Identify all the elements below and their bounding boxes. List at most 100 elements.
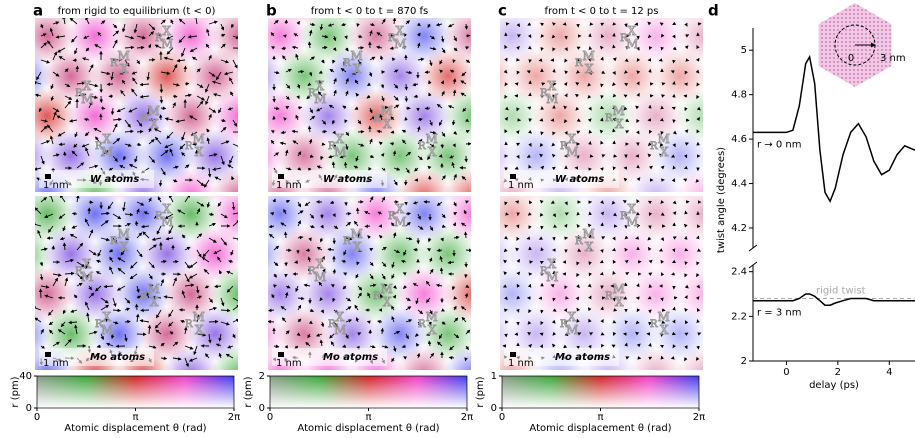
stacking-sub: M (546, 92, 558, 106)
stacking-sub: X (585, 240, 594, 254)
panel-title: from rigid to equilibrium (t < 0) (58, 6, 216, 17)
y-tick-label: 4.4 (731, 179, 747, 190)
x-axis-label: delay (ps) (809, 380, 859, 391)
displacement-arrow (137, 131, 143, 132)
layer-label: Mo atoms (90, 352, 145, 363)
color-blob (748, 386, 804, 438)
stacking-sup: M (148, 282, 160, 296)
displacement-arrow (418, 270, 419, 274)
displacement-arrow (674, 250, 675, 252)
y-tick-label: 2.4 (731, 267, 747, 278)
panel-title: from t < 0 to t = 12 ps (545, 6, 659, 17)
color-blob (700, 386, 756, 438)
color-blob (748, 226, 804, 282)
displacement-arrow (541, 310, 542, 313)
stacking-sub: X (353, 240, 362, 254)
displacement-arrow (465, 232, 466, 238)
stacking-sub: X (428, 323, 437, 337)
scale-bar (45, 174, 51, 179)
displacement-arrow (553, 298, 554, 301)
displacement-arrow (614, 310, 617, 311)
color-blob (0, 168, 27, 224)
stacking-sub: X (615, 117, 624, 131)
displacement-arrow (215, 286, 221, 287)
displacement-arrow (578, 297, 579, 298)
displacement-arrow (673, 262, 674, 263)
displacement-arrow (600, 262, 602, 263)
displacement-arrow (382, 329, 383, 334)
displacement-arrow (649, 132, 650, 133)
displacement-arrow (661, 345, 662, 346)
displacement-arrow (368, 321, 370, 322)
stacking-sub: M (394, 37, 406, 51)
stacking-sub: X (195, 145, 204, 159)
color-blob (700, 146, 756, 202)
stacking-sub: M (81, 270, 93, 284)
color-blob (0, 146, 3, 202)
displacement-arrow (161, 108, 166, 109)
displacement-arrow (673, 24, 674, 25)
displacement-arrow (685, 211, 686, 214)
panel-title: from t < 0 to t = 870 fs (311, 6, 429, 17)
displacement-arrow (539, 298, 542, 299)
stacking-sup: X (336, 310, 345, 324)
displacement-arrow (357, 24, 358, 26)
displacement-arrow (625, 238, 626, 239)
color-blob (724, 346, 780, 402)
stacking-sup: M (583, 227, 595, 241)
stacking-sub: M (334, 323, 346, 337)
stacking-sub: M (566, 145, 578, 159)
stacking-sup: M (613, 104, 625, 118)
stacking-sup: M (381, 104, 393, 118)
stacking-sup: M (583, 49, 595, 63)
scale-bar (45, 352, 51, 357)
stacking-sub: X (353, 62, 362, 76)
layer-label: W atoms (323, 174, 372, 185)
figure: afrom rigid to equilibrium (t < 0)RMXRXM… (0, 0, 915, 438)
stacking-sub: M (626, 215, 638, 229)
displacement-arrow (73, 213, 77, 214)
y-axis-label: twist angle (degrees) (716, 147, 727, 253)
scale-label: 1 nm (508, 358, 534, 369)
layer-label: Mo atoms (555, 352, 610, 363)
displacement-arrow (685, 262, 686, 264)
displacement-arrow (391, 132, 394, 133)
displacement-arrow (613, 96, 614, 97)
x-axis-label: Atomic displacement θ (rad) (529, 423, 671, 434)
stacking-sub: X (150, 295, 159, 309)
x-axis-label: Atomic displacement θ (rad) (297, 423, 439, 434)
displacement-arrow (53, 246, 54, 250)
layer-label: Mo atoms (323, 352, 378, 363)
color-blob (724, 8, 780, 64)
series-line (753, 57, 915, 201)
y-axis-label: r (pm) (10, 376, 21, 407)
stacking-sub: X (383, 295, 392, 309)
series-label: r = 3 nm (757, 308, 801, 319)
displacement-arrow (442, 144, 443, 148)
x-tick-label: 2π (228, 412, 240, 423)
stacking-sup: X (336, 132, 345, 146)
displacement-arrow (542, 345, 543, 346)
displacement-arrow (649, 214, 650, 215)
stacking-sub: X (615, 295, 624, 309)
displacement-arrow (672, 107, 674, 108)
y-tick-label: 40 (19, 371, 32, 382)
displacement-arrow (659, 60, 662, 61)
displacement-arrow (686, 250, 688, 251)
stacking-sup: X (316, 257, 325, 271)
color-blob (0, 186, 27, 242)
displacement-arrow (698, 236, 699, 238)
color-blob (0, 88, 27, 144)
panel-letter: b (266, 2, 277, 20)
stacking-sub: X (120, 240, 129, 254)
stacking-sub: X (195, 323, 204, 337)
x-tick-label: π (365, 412, 371, 423)
stacking-sub: M (314, 92, 326, 106)
stacking-sup: X (396, 24, 405, 38)
displacement-arrow (515, 334, 518, 335)
stacking-sub: M (546, 270, 558, 284)
stacking-sup: M (658, 132, 670, 146)
color-blob (0, 266, 27, 322)
y-tick-label: 0 (26, 403, 32, 414)
layer-label: W atoms (555, 174, 604, 185)
